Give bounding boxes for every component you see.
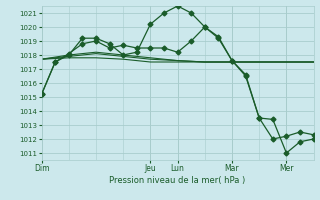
X-axis label: Pression niveau de la mer( hPa ): Pression niveau de la mer( hPa ) [109,176,246,185]
